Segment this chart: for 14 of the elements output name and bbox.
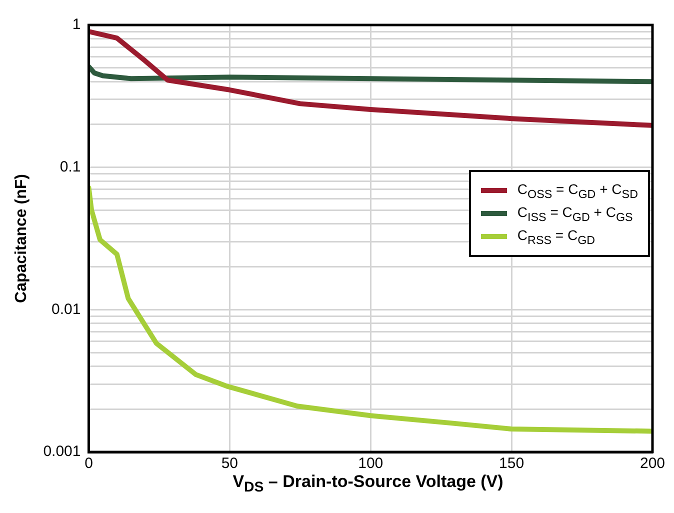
x-tick-label: 50 <box>221 455 238 472</box>
x-tick-label: 100 <box>358 455 384 472</box>
x-tick-label: 200 <box>640 455 665 472</box>
x-tick-label: 150 <box>499 455 524 472</box>
y-tick-label: 0.001 <box>43 443 81 460</box>
y-tick-label: 0.01 <box>52 300 81 318</box>
legend-label: C$_{ISS}$ = C$_{GD}$ + C$_{GS}$ <box>517 204 633 224</box>
legend-label: C$_{OSS}$ = C$_{GD}$ + C$_{SD}$ <box>517 181 638 201</box>
y-tick-label: 1 <box>72 16 81 34</box>
y-axis-title: Capacitance (nF) <box>13 174 30 303</box>
y-tick-label: 0.1 <box>60 158 81 176</box>
x-axis-title: V$_{DS}$ – Drain-to-Source Voltage (V) <box>232 472 504 496</box>
legend-label: C$_{RSS}$ = C$_{GD}$ <box>517 226 596 246</box>
x-tick-label: 0 <box>84 455 93 472</box>
